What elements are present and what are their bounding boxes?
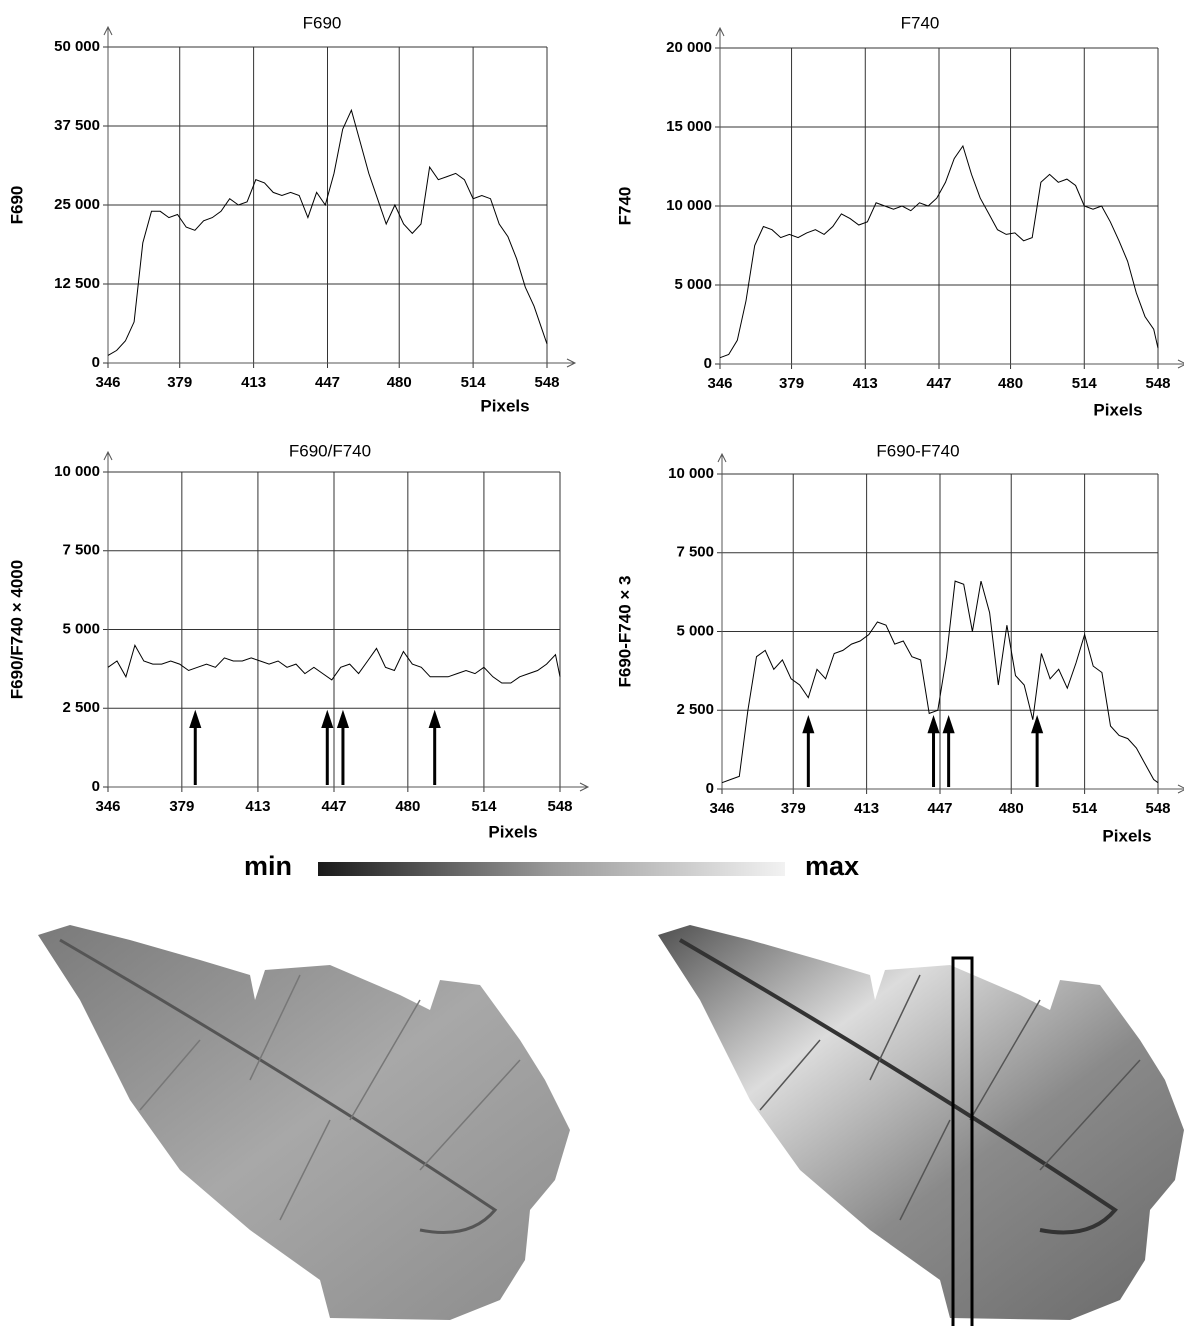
y-tick-label: 37 500 [54,117,100,134]
x-axis [720,359,1184,369]
y-tick-label: 0 [706,780,714,797]
x-axis-label: Pixels [1093,400,1142,419]
y-axis-label: F690 [7,186,26,225]
x-tick-label: 480 [999,800,1024,817]
arrow [1031,714,1044,787]
y-tick-label: 20 000 [666,39,712,56]
x-tick-label: 346 [95,798,120,815]
x-tick-label: 447 [321,798,346,815]
y-axis-label: F690-F740 × 3 [615,576,634,688]
data-line [107,644,561,684]
arrow [321,709,334,785]
y-tick-label: 5 000 [62,620,100,637]
x-axis [108,782,590,792]
y-axis-label: F740 [615,187,634,226]
x-axis [722,784,1184,794]
x-tick-label: 514 [1072,800,1098,817]
x-tick-label: 413 [241,374,266,391]
x-tick-label: 379 [781,800,806,817]
y-tick-label: 0 [92,354,100,371]
y-tick-label: 12 500 [54,275,100,292]
data-line [107,108,548,356]
y-axis-label: F690/F740 × 4000 [7,560,26,699]
x-axis-label: Pixels [488,822,537,841]
leaf-image-right [658,925,1184,1326]
leaf-image-left [38,925,570,1320]
x-tick-label: 447 [927,800,952,817]
chart-title: F690/F740 [289,441,371,460]
chart-title: F690-F740 [876,441,959,460]
chart-title: F690 [303,13,342,32]
x-tick-label: 379 [779,375,804,392]
y-tick-label: 7 500 [62,542,100,559]
arrow [336,709,350,785]
x-tick-label: 480 [387,374,412,391]
x-tick-label: 480 [998,375,1023,392]
x-tick-label: 548 [547,798,572,815]
x-tick-label: 346 [709,800,734,817]
arrow [927,714,940,787]
y-tick-label: 25 000 [54,196,100,213]
x-tick-label: 379 [167,374,192,391]
x-tick-label: 548 [534,374,559,391]
x-tick-label: 413 [853,375,878,392]
y-axis [715,26,725,364]
arrow [428,709,441,785]
y-tick-label: 10 000 [666,197,712,214]
y-tick-label: 2 500 [62,699,100,716]
y-tick-label: 0 [704,355,712,372]
y-tick-label: 5 000 [676,622,714,639]
y-axis [103,450,113,787]
data-line [719,144,1159,359]
x-tick-label: 480 [395,798,420,815]
x-tick-label: 447 [926,375,951,392]
y-tick-label: 15 000 [666,118,712,135]
y-tick-label: 10 000 [54,463,100,480]
y-tick-label: 7 500 [676,544,714,561]
colorbar [318,862,785,876]
y-tick-label: 10 000 [668,465,714,482]
x-tick-label: 346 [707,375,732,392]
y-axis [717,452,727,789]
x-axis-label: Pixels [1102,826,1151,845]
colorbar-min: min [244,851,292,881]
arrow [189,709,202,785]
x-tick-label: 447 [315,374,340,391]
x-tick-label: 379 [169,798,194,815]
data-line [721,580,1159,784]
x-tick-label: 413 [245,798,270,815]
x-tick-label: 413 [854,800,879,817]
y-tick-label: 0 [92,778,100,795]
x-tick-label: 548 [1145,375,1170,392]
x-tick-label: 514 [1072,375,1098,392]
y-tick-label: 5 000 [674,276,712,293]
x-tick-label: 548 [1145,800,1170,817]
arrow [802,714,815,787]
y-axis [103,25,113,363]
x-tick-label: 514 [461,374,487,391]
x-tick-label: 514 [471,798,497,815]
colorbar-max: max [805,851,859,881]
y-tick-label: 50 000 [54,38,100,55]
x-tick-label: 346 [95,374,120,391]
x-axis [108,358,577,368]
arrow [942,714,955,787]
chart-title: F740 [901,13,940,32]
x-axis-label: Pixels [480,396,529,415]
y-tick-label: 2 500 [676,701,714,718]
